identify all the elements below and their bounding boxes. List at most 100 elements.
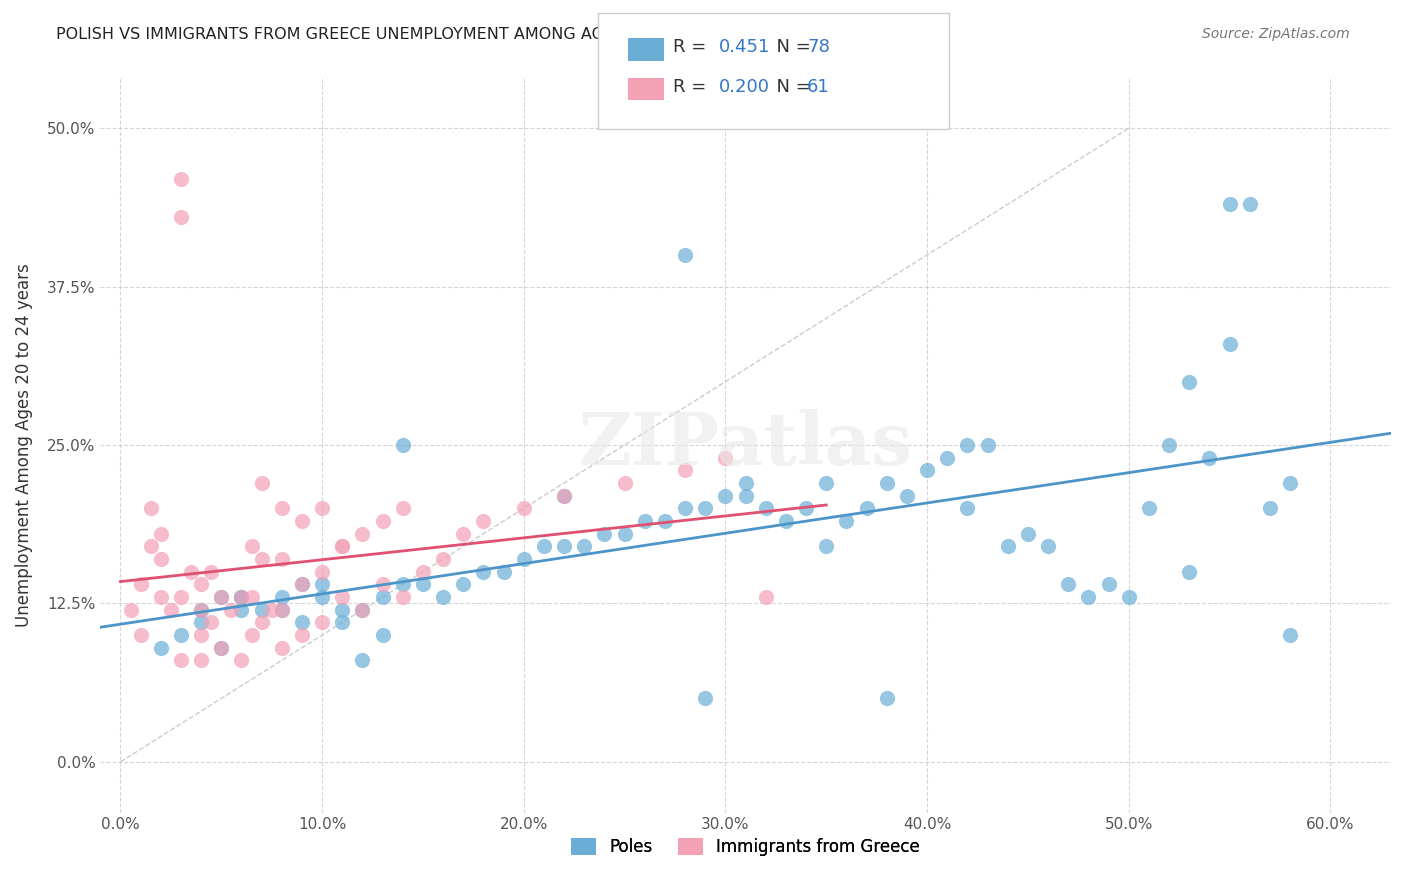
Point	[170, 590, 193, 604]
Point	[371, 628, 394, 642]
Point	[371, 577, 394, 591]
Point	[755, 501, 778, 516]
Point	[1239, 197, 1261, 211]
Point	[533, 540, 555, 554]
Text: Source: ZipAtlas.com: Source: ZipAtlas.com	[1202, 27, 1350, 41]
Point	[149, 526, 172, 541]
Point	[209, 640, 232, 655]
Point	[371, 590, 394, 604]
Point	[1077, 590, 1099, 604]
Point	[593, 526, 616, 541]
Point	[997, 540, 1019, 554]
Point	[412, 565, 434, 579]
Text: N =: N =	[765, 78, 817, 95]
Point	[513, 501, 536, 516]
Point	[876, 691, 898, 706]
Point	[815, 475, 838, 490]
Point	[330, 603, 353, 617]
Point	[190, 603, 212, 617]
Point	[291, 615, 314, 630]
Point	[936, 450, 959, 465]
Point	[391, 577, 413, 591]
Text: R =: R =	[673, 78, 713, 95]
Point	[574, 540, 596, 554]
Point	[240, 628, 263, 642]
Point	[270, 603, 292, 617]
Point	[1198, 450, 1220, 465]
Point	[352, 603, 374, 617]
Text: 0.451: 0.451	[718, 38, 770, 56]
Point	[513, 552, 536, 566]
Point	[240, 590, 263, 604]
Point	[734, 489, 756, 503]
Point	[695, 501, 717, 516]
Point	[139, 540, 162, 554]
Point	[734, 475, 756, 490]
Point	[139, 501, 162, 516]
Point	[231, 590, 253, 604]
Point	[1057, 577, 1080, 591]
Point	[129, 628, 152, 642]
Point	[149, 590, 172, 604]
Point	[270, 501, 292, 516]
Point	[149, 552, 172, 566]
Point	[553, 489, 575, 503]
Point	[956, 438, 979, 452]
Point	[412, 577, 434, 591]
Point	[896, 489, 918, 503]
Point	[634, 514, 657, 528]
Point	[240, 540, 263, 554]
Point	[260, 603, 283, 617]
Point	[250, 603, 273, 617]
Point	[231, 603, 253, 617]
Point	[311, 577, 333, 591]
Point	[956, 501, 979, 516]
Point	[291, 577, 314, 591]
Point	[815, 540, 838, 554]
Point	[432, 552, 454, 566]
Point	[180, 565, 202, 579]
Point	[330, 540, 353, 554]
Point	[352, 526, 374, 541]
Point	[472, 514, 495, 528]
Point	[1017, 526, 1039, 541]
Point	[352, 603, 374, 617]
Point	[391, 590, 413, 604]
Point	[352, 653, 374, 667]
Point	[714, 489, 737, 503]
Point	[1118, 590, 1140, 604]
Point	[170, 628, 193, 642]
Text: 78: 78	[807, 38, 830, 56]
Point	[231, 590, 253, 604]
Point	[291, 628, 314, 642]
Point	[170, 210, 193, 224]
Point	[553, 540, 575, 554]
Point	[250, 475, 273, 490]
Point	[270, 603, 292, 617]
Point	[330, 615, 353, 630]
Point	[291, 577, 314, 591]
Point	[311, 501, 333, 516]
Point	[1036, 540, 1059, 554]
Point	[876, 475, 898, 490]
Point	[695, 691, 717, 706]
Point	[654, 514, 676, 528]
Point	[472, 565, 495, 579]
Point	[1178, 375, 1201, 389]
Point	[1279, 628, 1302, 642]
Point	[432, 590, 454, 604]
Point	[129, 577, 152, 591]
Legend: Poles, Immigrants from Greece: Poles, Immigrants from Greece	[565, 831, 927, 863]
Text: POLISH VS IMMIGRANTS FROM GREECE UNEMPLOYMENT AMONG AGES 20 TO 24 YEARS CORRELAT: POLISH VS IMMIGRANTS FROM GREECE UNEMPLO…	[56, 27, 939, 42]
Point	[835, 514, 858, 528]
Point	[190, 628, 212, 642]
Point	[613, 475, 636, 490]
Point	[1098, 577, 1121, 591]
Point	[190, 577, 212, 591]
Point	[1159, 438, 1181, 452]
Point	[250, 615, 273, 630]
Point	[311, 565, 333, 579]
Point	[190, 615, 212, 630]
Point	[231, 653, 253, 667]
Text: R =: R =	[673, 38, 713, 56]
